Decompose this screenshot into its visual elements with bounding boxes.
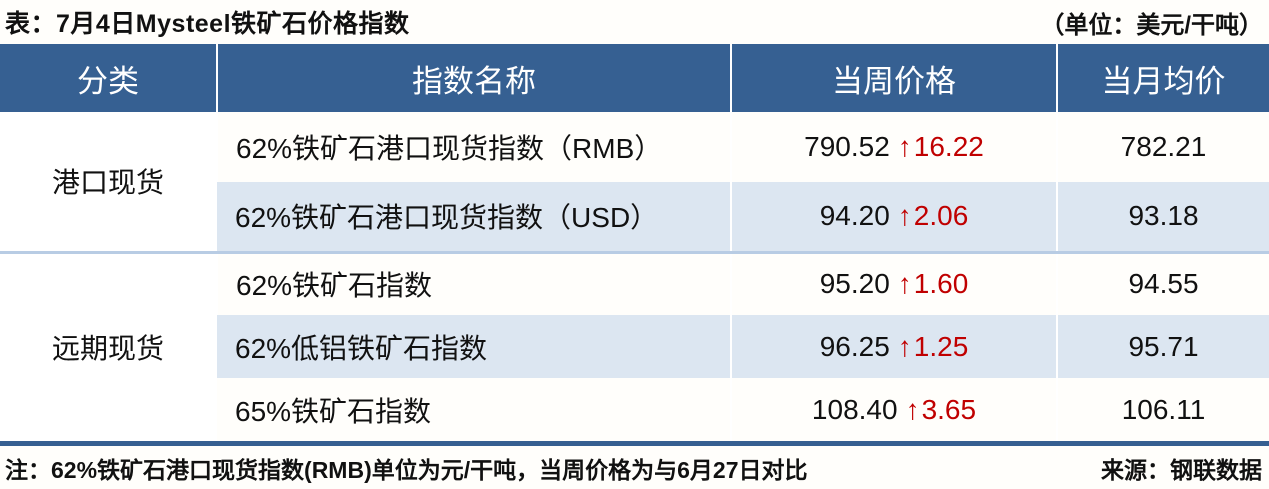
up-arrow-icon: ↑ — [905, 393, 920, 425]
week-price-cell: 94.20 ↑2.06 — [730, 182, 1057, 252]
week-price-change: 1.25 — [913, 330, 969, 362]
week-price-change: 3.65 — [921, 393, 977, 425]
category-cell-port-spot: 港口现货 — [0, 112, 217, 252]
unit-label: （单位：美元/干吨） — [1040, 11, 1263, 39]
week-price-value: 790.52 — [804, 131, 890, 162]
table-row: 远期现货 62%铁矿石指数 95.20 ↑1.60 94.55 — [0, 250, 1269, 441]
week-price-value: 94.20 — [819, 200, 890, 232]
index-name-cell: 62%铁矿石指数 — [216, 250, 731, 315]
up-arrow-icon: ↑ — [897, 330, 912, 362]
table-row: 62%低铝铁矿石指数 96.25 ↑1.25 95.71 — [0, 315, 1269, 378]
index-name-cell: 62%铁矿石港口现货指数（USD） — [217, 182, 731, 252]
category-cell-forward-spot: 远期现货 — [0, 250, 217, 441]
month-avg-cell: 93.18 — [1056, 182, 1269, 252]
col-header-index-name: 指数名称 — [216, 44, 731, 112]
table-row: 65%铁矿石指数 108.40 ↑3.65 106.11 — [0, 378, 1269, 441]
col-header-month-avg: 当月均价 — [1056, 44, 1269, 112]
index-name-cell: 62%低铝铁矿石指数 — [217, 315, 731, 378]
index-name-cell: 62%铁矿石港口现货指数（RMB） — [216, 112, 731, 182]
footer: 注：62%铁矿石港口现货指数(RMB)单位为元/干吨，当周价格为与6月27日对比… — [0, 446, 1269, 489]
week-price-change: 16.22 — [913, 131, 984, 162]
header-row: 分类 指数名称 当周价格 当月均价 — [0, 44, 1269, 112]
caption-bar: 表：7月4日Mysteel铁矿石价格指数 （单位：美元/干吨） — [0, 0, 1269, 44]
week-price-value: 95.20 — [819, 268, 890, 300]
week-price-cell: 95.20 ↑1.60 — [730, 250, 1057, 315]
price-table: 分类 指数名称 当周价格 当月均价 港口现货 62%铁矿石港口现货指数（RMB）… — [0, 44, 1269, 441]
col-header-category: 分类 — [0, 44, 217, 112]
week-price-change: 1.60 — [913, 268, 969, 300]
up-arrow-icon: ↑ — [897, 268, 912, 300]
up-arrow-icon: ↑ — [897, 200, 912, 232]
month-avg-cell: 94.55 — [1056, 250, 1269, 315]
table-bottom-rule — [0, 441, 1269, 446]
week-price-cell: 790.52 ↑16.22 — [730, 112, 1057, 182]
month-avg-cell: 95.71 — [1056, 315, 1269, 378]
table-row: 港口现货 62%铁矿石港口现货指数（RMB） 790.52 ↑16.22 782.… — [0, 112, 1269, 252]
footnote: 注：62%铁矿石港口现货指数(RMB)单位为元/干吨，当周价格为与6月27日对比 — [5, 456, 808, 483]
table-row: 62%铁矿石港口现货指数（USD） 94.20 ↑2.06 93.18 — [0, 182, 1269, 252]
week-price-value: 96.25 — [819, 330, 890, 362]
week-price-value: 108.40 — [811, 393, 898, 425]
month-avg-cell: 106.11 — [1056, 378, 1269, 441]
up-arrow-icon: ↑ — [897, 131, 912, 162]
index-name-cell: 65%铁矿石指数 — [235, 395, 432, 427]
data-source: 来源：钢联数据 — [1101, 456, 1262, 483]
week-price-cell: 96.25 ↑1.25 — [730, 315, 1057, 378]
table-caption: 表：7月4日Mysteel铁矿石价格指数 — [5, 10, 410, 38]
col-header-week-price: 当周价格 — [730, 44, 1057, 112]
month-avg-cell: 782.21 — [1056, 112, 1269, 182]
week-price-cell: 108.40 ↑3.65 — [730, 378, 1057, 441]
week-price-change: 2.06 — [913, 200, 969, 232]
